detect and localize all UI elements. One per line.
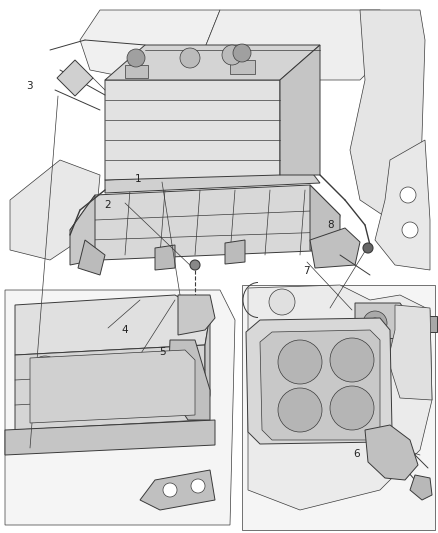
Circle shape bbox=[180, 48, 200, 68]
Polygon shape bbox=[200, 10, 390, 80]
Polygon shape bbox=[155, 245, 175, 270]
Circle shape bbox=[86, 384, 114, 412]
Polygon shape bbox=[178, 295, 215, 335]
Circle shape bbox=[330, 338, 374, 382]
Polygon shape bbox=[5, 290, 235, 525]
Polygon shape bbox=[168, 340, 210, 420]
Polygon shape bbox=[140, 470, 215, 510]
Polygon shape bbox=[347, 338, 370, 358]
Polygon shape bbox=[410, 475, 432, 500]
Circle shape bbox=[354, 343, 364, 353]
Polygon shape bbox=[310, 228, 360, 268]
Text: 7: 7 bbox=[303, 266, 310, 276]
Circle shape bbox=[189, 302, 201, 314]
Polygon shape bbox=[57, 60, 93, 96]
Text: 8: 8 bbox=[327, 220, 334, 230]
Circle shape bbox=[402, 222, 418, 238]
Polygon shape bbox=[242, 285, 435, 530]
Polygon shape bbox=[10, 160, 100, 260]
Circle shape bbox=[278, 388, 322, 432]
Circle shape bbox=[400, 187, 416, 203]
Circle shape bbox=[330, 386, 374, 430]
Polygon shape bbox=[105, 80, 280, 180]
Polygon shape bbox=[78, 240, 105, 275]
Polygon shape bbox=[105, 45, 320, 80]
Text: 1: 1 bbox=[134, 174, 141, 183]
Polygon shape bbox=[15, 345, 205, 430]
Text: 5: 5 bbox=[159, 347, 166, 357]
Polygon shape bbox=[5, 420, 215, 455]
Circle shape bbox=[222, 45, 242, 65]
Polygon shape bbox=[280, 45, 320, 175]
Polygon shape bbox=[125, 65, 148, 78]
Text: 3: 3 bbox=[26, 82, 33, 91]
Polygon shape bbox=[80, 10, 220, 80]
Circle shape bbox=[368, 442, 384, 458]
Polygon shape bbox=[405, 318, 430, 330]
Polygon shape bbox=[310, 185, 340, 255]
Polygon shape bbox=[375, 140, 430, 270]
Circle shape bbox=[186, 314, 198, 326]
Polygon shape bbox=[388, 305, 432, 400]
Circle shape bbox=[370, 318, 380, 328]
Circle shape bbox=[141, 384, 169, 412]
Polygon shape bbox=[380, 338, 400, 356]
Polygon shape bbox=[205, 315, 210, 420]
Circle shape bbox=[127, 49, 145, 67]
Circle shape bbox=[31, 384, 59, 412]
Circle shape bbox=[269, 289, 295, 315]
Polygon shape bbox=[30, 350, 195, 423]
Polygon shape bbox=[365, 425, 418, 480]
Polygon shape bbox=[350, 10, 425, 220]
Circle shape bbox=[233, 44, 251, 62]
Polygon shape bbox=[70, 185, 340, 260]
Circle shape bbox=[141, 356, 169, 384]
Circle shape bbox=[31, 356, 59, 384]
Text: 6: 6 bbox=[353, 449, 360, 459]
Polygon shape bbox=[15, 295, 210, 355]
Polygon shape bbox=[355, 303, 407, 343]
Polygon shape bbox=[248, 285, 432, 510]
Circle shape bbox=[190, 260, 200, 270]
Polygon shape bbox=[428, 316, 437, 332]
Circle shape bbox=[363, 243, 373, 253]
Polygon shape bbox=[246, 318, 392, 444]
Circle shape bbox=[278, 340, 322, 384]
Polygon shape bbox=[230, 60, 255, 74]
Circle shape bbox=[363, 311, 387, 335]
Text: 4: 4 bbox=[121, 326, 128, 335]
Circle shape bbox=[191, 479, 205, 493]
Polygon shape bbox=[105, 170, 320, 193]
Polygon shape bbox=[225, 240, 245, 264]
Polygon shape bbox=[70, 195, 95, 265]
Polygon shape bbox=[260, 330, 380, 440]
Circle shape bbox=[163, 483, 177, 497]
Circle shape bbox=[86, 356, 114, 384]
Circle shape bbox=[72, 75, 78, 81]
Text: 2: 2 bbox=[104, 200, 111, 210]
